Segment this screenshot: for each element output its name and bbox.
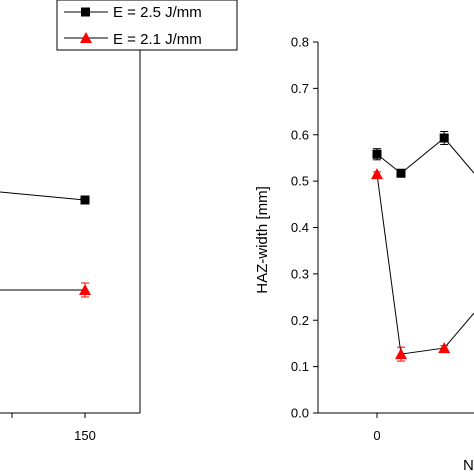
series-line-1: [376, 174, 474, 355]
right-y-tick-label: 0.2: [291, 313, 309, 328]
right-y-tick-label: 0.6: [291, 127, 309, 142]
data-point-1-2: [438, 342, 451, 354]
series-line-0: [376, 137, 474, 174]
legend-label-e25: E = 2.5 J/mm: [113, 4, 202, 21]
right-plot-marks: [371, 131, 474, 362]
left-series-line-0: [0, 191, 86, 201]
data-point-0-0: [372, 149, 382, 159]
left-x-ticks: 150: [11, 413, 96, 443]
legend-triangle-marker: [80, 32, 92, 43]
data-point-1-0: [371, 168, 383, 180]
data-point-1-1: [395, 348, 407, 360]
left-data-point-0: [80, 195, 90, 205]
right-y-tick-label: 0.7: [291, 81, 309, 96]
right-y-tick-label: 0.1: [291, 359, 309, 374]
right-y-ticks: 0.0 0.1 0.2 0.3 0.4 0.5 0.6 0.7 0.8: [291, 35, 318, 421]
legend-label-e21: E = 2.1 J/mm: [113, 31, 202, 48]
legend: E = 2.5 J/mm E = 2.1 J/mm: [56, 0, 238, 51]
right-x-ticks: 0: [373, 413, 381, 443]
legend-square-marker: [81, 7, 90, 17]
data-point-0-2: [439, 133, 449, 143]
right-x-tick-label: 0: [373, 428, 380, 443]
right-y-tick-label: 0.3: [291, 266, 309, 281]
right-y-tick-label: 0.4: [291, 220, 309, 235]
right-panel: HAZ-width [mm] N 0.00.10.20.30.40.50.60.…: [254, 35, 474, 474]
right-y-tick-label: 0.0: [291, 406, 309, 421]
left-panel: 150: [0, 0, 141, 443]
right-y-axis-title: HAZ-width [mm]: [254, 186, 271, 294]
right-x-axis-title: N: [463, 457, 474, 474]
left-data-point-1: [79, 284, 91, 295]
right-y-tick-label: 0.5: [291, 174, 309, 189]
data-point-0-1: [396, 168, 406, 178]
right-y-tick-label: 0.8: [291, 35, 309, 50]
left-plot-marks: [0, 191, 91, 298]
left-x-tick-label: 150: [74, 428, 96, 443]
